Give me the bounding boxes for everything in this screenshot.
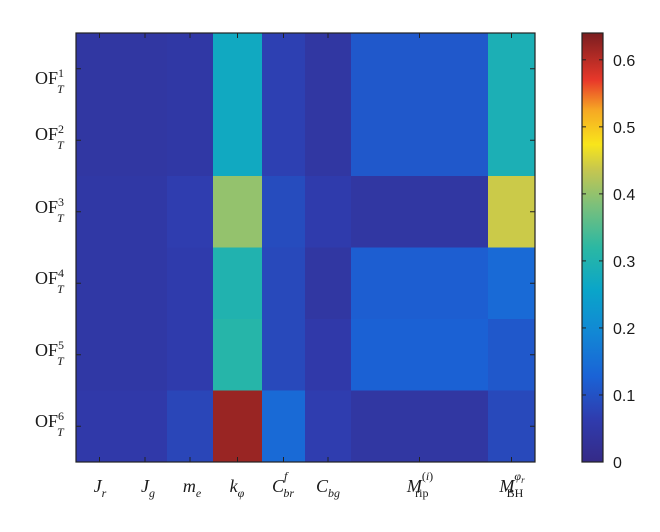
- x-tick-label-Mrip: M(i) rip: [406, 469, 433, 500]
- heatmap-cell-r4-c6: [305, 247, 352, 320]
- colorbar-tick-label-2: 0.2: [613, 321, 635, 338]
- heatmap-cell-r2-c6: [305, 104, 352, 177]
- x-tick-label-MBH: Mφr BH: [498, 469, 525, 500]
- heatmap-cell-r5-c2: [123, 319, 168, 391]
- heatmap-cell-r3-c7: [351, 176, 489, 248]
- y-tick-label-4: OF4 T: [35, 266, 65, 296]
- heatmap-cell-r1-c4: [213, 33, 263, 105]
- heatmap-cell-r5-c4: [213, 319, 263, 391]
- heatmap-cell-r1-c1: [76, 33, 124, 105]
- heatmap-cell-r3-c3: [167, 176, 214, 248]
- heatmap-cell-r4-c5: [262, 247, 306, 320]
- x-tick-label-me: me: [183, 476, 202, 500]
- heatmap-cell-r5-c5: [262, 319, 306, 391]
- heatmap-cell-r2-c7: [351, 104, 489, 177]
- y-tick-labels: OF1 T OF2 T OF3 T OF4 T OF5 T OF6 T: [35, 66, 65, 439]
- colorbar-tick-label-4: 0.4: [613, 187, 635, 204]
- heatmap-cell-r2-c8: [488, 104, 536, 177]
- heatmap-cell-r4-c8: [488, 247, 536, 320]
- heatmap-cell-r1-c7: [351, 33, 489, 105]
- heatmap-cell-r2-c2: [123, 104, 168, 177]
- heatmap-cell-r3-c2: [123, 176, 168, 248]
- heatmap-cell-r5-c8: [488, 319, 536, 391]
- x-tick-marks: [99, 33, 512, 462]
- heatmap-cell-r2-c4: [213, 104, 263, 177]
- colorbar-tick-label-6: 0.6: [613, 53, 635, 70]
- heatmap-cell-r6-c3: [167, 390, 214, 463]
- heatmap-cell-r5-c6: [305, 319, 352, 391]
- heatmap-cell-r4-c4: [213, 247, 263, 320]
- x-tick-label-Cbg: Cbg: [316, 476, 340, 500]
- colorbar-tick-label-3: 0.3: [613, 254, 635, 271]
- heatmap-cell-r1-c3: [167, 33, 214, 105]
- axes-frame: [75, 32, 536, 463]
- heatmap-cell-r3-c1: [76, 176, 124, 248]
- heatmap-cell-r6-c4: [213, 390, 263, 463]
- heatmap-cell-r1-c6: [305, 33, 352, 105]
- colorbar: [581, 32, 604, 463]
- heatmap-cell-r6-c5: [262, 390, 306, 463]
- y-tick-marks: [76, 68, 535, 427]
- heatmap-cell-r4-c2: [123, 247, 168, 320]
- heatmap-cell-r1-c8: [488, 33, 536, 105]
- heatmap-cell-r1-c2: [123, 33, 168, 105]
- colorbar-ticks: 0 0.1 0.2 0.3 0.4 0.5 0.6: [582, 53, 635, 472]
- heatmap-cell-r2-c1: [76, 104, 124, 177]
- heatmap-cell-r5-c7: [351, 319, 489, 391]
- colorbar-tick-label-5: 0.5: [613, 120, 635, 137]
- y-tick-label-2: OF2 T: [35, 122, 65, 152]
- x-tick-label-Cbrf: Cf br: [272, 469, 294, 500]
- heatmap-cell-r2-c3: [167, 104, 214, 177]
- y-tick-label-1: OF1 T: [35, 66, 65, 96]
- x-tick-label-Jr: Jr: [94, 476, 107, 500]
- colorbar-tick-label-0: 0: [613, 455, 622, 472]
- heatmap-cell-r2-c5: [262, 104, 306, 177]
- x-tick-labels: Jr Jg me kφ Cf br Cbg M(i) rip Mφr BH: [94, 469, 525, 500]
- heatmap-cell-r3-c8: [488, 176, 536, 248]
- heatmap-cell-r4-c7: [351, 247, 489, 320]
- y-tick-label-3: OF3 T: [35, 195, 65, 225]
- colorbar-tick-label-1: 0.1: [613, 388, 635, 405]
- heatmap-cell-r5-c3: [167, 319, 214, 391]
- heatmap-cell-r6-c7: [351, 390, 489, 463]
- y-tick-label-6: OF6 T: [35, 409, 65, 439]
- heatmap-cell-r3-c5: [262, 176, 306, 248]
- heatmap-cell-r6-c1: [76, 390, 124, 463]
- heatmap-cells: [76, 33, 536, 463]
- heatmap-cell-r6-c8: [488, 390, 536, 463]
- heatmap-cell-r6-c6: [305, 390, 352, 463]
- heatmap-cell-r4-c1: [76, 247, 124, 320]
- heatmap-cell-r3-c4: [213, 176, 263, 248]
- heatmap-cell-r6-c2: [123, 390, 168, 463]
- heatmap-cell-r1-c5: [262, 33, 306, 105]
- heatmap-cell-r4-c3: [167, 247, 214, 320]
- y-tick-label-5: OF5 T: [35, 338, 65, 368]
- heatmap-cell-r5-c1: [76, 319, 124, 391]
- x-tick-label-kphi: kφ: [230, 476, 245, 500]
- x-tick-label-Jg: Jg: [141, 476, 155, 500]
- heatmap-cell-r3-c6: [305, 176, 352, 248]
